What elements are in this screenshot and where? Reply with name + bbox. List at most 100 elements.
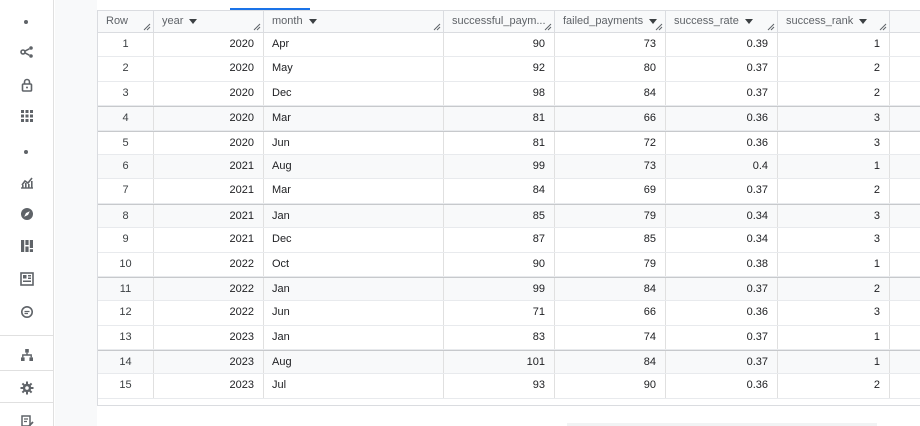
- nav-separator: [0, 335, 54, 336]
- table-cell-empty: [890, 82, 920, 105]
- table-cell-empty: [890, 57, 920, 80]
- table-cell: 85: [555, 228, 666, 252]
- table-cell: 3: [778, 107, 890, 130]
- column-header-label: success_rate: [674, 15, 739, 27]
- horizontal-scrollbar[interactable]: [567, 423, 877, 426]
- table-cell: 83: [444, 325, 555, 350]
- column-header-label: month: [272, 15, 303, 27]
- table-cell: Jan: [264, 204, 444, 228]
- sidebar-item-explore[interactable]: [17, 204, 37, 224]
- table-cell: 2020: [154, 33, 264, 57]
- sidebar-item-connections[interactable]: [17, 42, 37, 62]
- table-cell: 5: [98, 131, 154, 154]
- table-cell: 2020: [154, 131, 264, 154]
- table-cell: 3: [778, 228, 890, 252]
- column-header-label: Row: [106, 15, 129, 27]
- table-cell: 84: [444, 179, 555, 203]
- sidebar-item-notes[interactable]: [17, 411, 37, 426]
- table-cell-empty: [890, 301, 920, 324]
- table-cell: 2: [778, 277, 890, 301]
- table-cell: Jun: [264, 131, 444, 154]
- column-header-success-rank[interactable]: success_rank: [778, 11, 890, 33]
- table-row[interactable]: 8 2021 Jan 85 79 0.34 3: [98, 203, 920, 229]
- column-header-successful-paym[interactable]: successful_paym...: [444, 11, 555, 33]
- table-cell: 2: [778, 179, 890, 203]
- column-resize-icon[interactable]: [544, 23, 552, 31]
- sort-dropdown-icon[interactable]: [649, 18, 658, 24]
- table-row[interactable]: 5 2020 Jun 81 72 0.36 3: [98, 130, 920, 155]
- column-resize-icon[interactable]: [767, 23, 775, 31]
- table-cell: 15: [98, 374, 154, 398]
- table-cell: 0.37: [666, 351, 778, 374]
- table-row[interactable]: 6 2021 Aug 99 73 0.4 1: [98, 154, 920, 180]
- table-cell: 1: [778, 351, 890, 374]
- sort-dropdown-icon[interactable]: [744, 18, 753, 24]
- table-cell-empty: [890, 107, 920, 129]
- table-row[interactable]: 11 2022 Jan 99 84 0.37 2: [98, 276, 920, 302]
- table-row[interactable]: 3 2020 Dec 98 84 0.37 2: [98, 81, 920, 107]
- table-row[interactable]: 1 2020 Apr 90 73 0.39 1: [98, 33, 920, 58]
- table-cell-empty: [890, 33, 920, 56]
- table-cell: 2021: [154, 204, 264, 228]
- column-header-failed-payments[interactable]: failed_payments: [555, 11, 666, 33]
- sidebar-item-tables[interactable]: [17, 269, 37, 289]
- table-row[interactable]: 13 2023 Jan 83 74 0.37 1: [98, 325, 920, 351]
- table-cell: 0.37: [666, 57, 778, 81]
- column-header-success-rate[interactable]: success_rate: [666, 11, 778, 33]
- table-cell: 6: [98, 154, 154, 179]
- gear-icon: [20, 381, 34, 395]
- column-header-blank[interactable]: [890, 11, 920, 33]
- table-cell: 66: [555, 107, 666, 130]
- table-cell-empty: [890, 278, 920, 300]
- sort-dropdown-icon[interactable]: [859, 18, 868, 24]
- sidebar-item-security[interactable]: [17, 75, 37, 95]
- table-cell-empty: [890, 228, 920, 251]
- table-cell: Jul: [264, 374, 444, 398]
- column-resize-icon[interactable]: [655, 23, 663, 31]
- table-cell: 69: [555, 179, 666, 203]
- column-resize-icon[interactable]: [143, 23, 151, 31]
- sidebar-item-dashboards[interactable]: [17, 236, 37, 256]
- table-cell: 0.36: [666, 374, 778, 398]
- table-row[interactable]: 12 2022 Jun 71 66 0.36 3: [98, 301, 920, 326]
- table-cell: Jan: [264, 325, 444, 350]
- table-cell: 2: [778, 374, 890, 398]
- sidebar-item-chat[interactable]: [17, 302, 37, 322]
- nav-separator: [0, 402, 54, 403]
- table-row[interactable]: 10 2022 Oct 90 79 0.38 1: [98, 252, 920, 277]
- table-cell: 2023: [154, 351, 264, 374]
- sidebar-item-apps[interactable]: [17, 106, 37, 126]
- sort-dropdown-icon[interactable]: [308, 18, 317, 24]
- table-row[interactable]: 4 2020 Mar 81 66 0.36 3: [98, 106, 920, 131]
- table-cell: 10: [98, 252, 154, 276]
- table-cell: 0.37: [666, 179, 778, 203]
- table-cell: 2: [778, 81, 890, 106]
- table-cell: 66: [555, 301, 666, 325]
- table-cell: 0.34: [666, 228, 778, 252]
- sort-dropdown-icon[interactable]: [189, 18, 198, 24]
- table-cell: Mar: [264, 179, 444, 203]
- column-header-row[interactable]: Row: [98, 11, 154, 33]
- table-cell: 0.37: [666, 277, 778, 301]
- table-row[interactable]: 2 2020 May 92 80 0.37 2: [98, 57, 920, 82]
- sidebar-item-settings[interactable]: [17, 378, 37, 398]
- table-cell: 0.39: [666, 33, 778, 57]
- table-row[interactable]: 7 2021 Mar 84 69 0.37 2: [98, 179, 920, 204]
- table-cell: 85: [444, 204, 555, 228]
- sidebar-item-lineage[interactable]: [17, 345, 37, 365]
- column-resize-icon[interactable]: [879, 23, 887, 31]
- table-cell: 90: [444, 33, 555, 57]
- table-cell-empty: [890, 179, 920, 202]
- table-cell: 72: [555, 131, 666, 154]
- table-row[interactable]: 9 2021 Dec 87 85 0.34 3: [98, 228, 920, 253]
- column-resize-icon[interactable]: [433, 23, 441, 31]
- column-header-month[interactable]: month: [264, 11, 444, 33]
- dashboard-icon: [20, 239, 34, 253]
- column-header-year[interactable]: year: [154, 11, 264, 33]
- table-row[interactable]: 14 2023 Aug 101 84 0.37 1: [98, 350, 920, 375]
- table-row[interactable]: 15 2023 Jul 93 90 0.36 2: [98, 374, 920, 399]
- column-resize-icon[interactable]: [253, 23, 261, 31]
- table-body: 1 2020 Apr 90 73 0.39 1 2 2020 May 92 80 0.37 2 3 2020 D…: [98, 33, 920, 399]
- sidebar-item-analytics[interactable]: [17, 172, 37, 192]
- table-cell: 2022: [154, 252, 264, 276]
